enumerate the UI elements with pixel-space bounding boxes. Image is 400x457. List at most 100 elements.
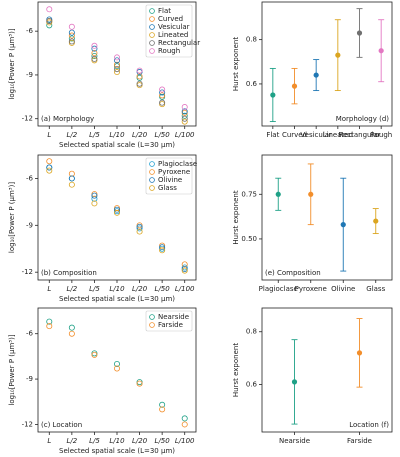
legend-marker <box>149 32 155 38</box>
legend-label: Rough <box>158 47 180 55</box>
point <box>181 112 188 119</box>
point <box>313 72 319 78</box>
point <box>68 29 75 36</box>
x-tick-label: Plagioclase <box>259 285 298 293</box>
panel-label: Location (f) <box>349 421 389 429</box>
x-axis-label: Selected spatial scale (L=30 μm) <box>59 295 175 303</box>
legend-marker <box>149 314 155 320</box>
legend-label: Curved <box>158 15 183 23</box>
y-tick-label: 0.75 <box>241 190 257 198</box>
panel-label: Morphology (d) <box>336 115 390 123</box>
point <box>136 80 143 87</box>
y-tick-label: -9 <box>26 221 33 229</box>
legend-box <box>145 310 193 332</box>
x-axis-label: Selected spatial scale (L=30 μm) <box>59 141 175 149</box>
point <box>159 247 166 254</box>
point <box>270 92 276 98</box>
point <box>181 118 188 125</box>
x-tick-label: L/10 <box>109 437 125 445</box>
legend-label: Rectangular <box>158 39 200 47</box>
point <box>356 350 363 356</box>
point <box>91 351 98 358</box>
point <box>159 244 166 251</box>
legend-marker <box>149 8 155 14</box>
point <box>181 267 188 274</box>
point <box>114 57 121 64</box>
point <box>91 350 98 357</box>
point <box>114 208 121 215</box>
y-tick-label: 0.8 <box>246 36 257 44</box>
y-tick-label: -12 <box>22 115 33 123</box>
legend-label: Nearside <box>158 313 189 321</box>
x-tick-label: L <box>47 285 51 293</box>
point <box>181 108 188 115</box>
point <box>114 54 121 61</box>
y-axis-label: Hurst exponent <box>232 190 240 244</box>
point <box>68 23 75 30</box>
point <box>373 218 379 224</box>
x-tick-label: Nearside <box>279 437 310 445</box>
legend-marker <box>149 177 155 183</box>
legend-label: Farside <box>158 321 183 329</box>
point <box>91 42 98 49</box>
point <box>378 48 384 54</box>
legend-box <box>145 157 193 195</box>
legend-marker <box>149 161 155 167</box>
point <box>159 89 166 96</box>
legend-label: Vesicular <box>158 23 190 31</box>
y-tick-label: -6 <box>26 330 34 338</box>
point <box>68 324 75 331</box>
point <box>114 69 121 76</box>
x-tick-label: L/100 <box>175 131 195 139</box>
point <box>340 222 346 228</box>
point <box>136 222 143 229</box>
point <box>136 228 143 235</box>
point <box>181 264 188 271</box>
point <box>114 66 121 73</box>
legend-label: Plagioclase <box>158 160 197 168</box>
legend-box <box>145 4 193 58</box>
point <box>114 209 121 216</box>
x-tick-label: Rectangular <box>338 131 380 139</box>
y-axis-label: log₁₀[Power P (μm³)] <box>8 334 16 405</box>
x-tick-label: L <box>47 437 51 445</box>
point <box>91 192 98 199</box>
point <box>136 225 143 232</box>
point <box>114 360 121 367</box>
x-tick-label: Rough <box>370 131 392 139</box>
plot-frame <box>261 1 393 127</box>
point <box>68 170 75 177</box>
point <box>159 92 166 99</box>
legend-marker <box>149 185 155 191</box>
x-tick-label: L/50 <box>155 437 171 445</box>
point <box>46 318 53 325</box>
legend-marker <box>149 169 155 175</box>
x-tick-label: Glass <box>366 285 385 293</box>
point <box>91 45 98 52</box>
point <box>91 52 98 59</box>
x-tick-label: L/100 <box>175 437 195 445</box>
point <box>68 32 75 39</box>
point <box>68 38 75 45</box>
point <box>46 22 53 29</box>
point <box>114 61 121 68</box>
point <box>291 83 298 89</box>
point <box>136 73 143 80</box>
point <box>136 223 143 230</box>
x-tick-label: Olivine <box>331 285 355 293</box>
point <box>181 415 188 422</box>
point <box>114 206 121 213</box>
x-tick-label: L <box>47 131 51 139</box>
point <box>181 421 188 428</box>
y-tick-label: 0.8 <box>246 328 257 336</box>
point <box>275 191 281 197</box>
y-axis-label: Hurst exponent <box>232 37 240 91</box>
x-tick-label: L/100 <box>175 285 195 293</box>
y-tick-label: -12 <box>22 268 33 276</box>
legend-marker <box>149 16 155 22</box>
y-tick-label: -9 <box>26 375 33 383</box>
legend-label: Pyroxene <box>158 168 190 176</box>
x-tick-label: L/5 <box>89 285 100 293</box>
x-tick-label: L/50 <box>155 285 171 293</box>
